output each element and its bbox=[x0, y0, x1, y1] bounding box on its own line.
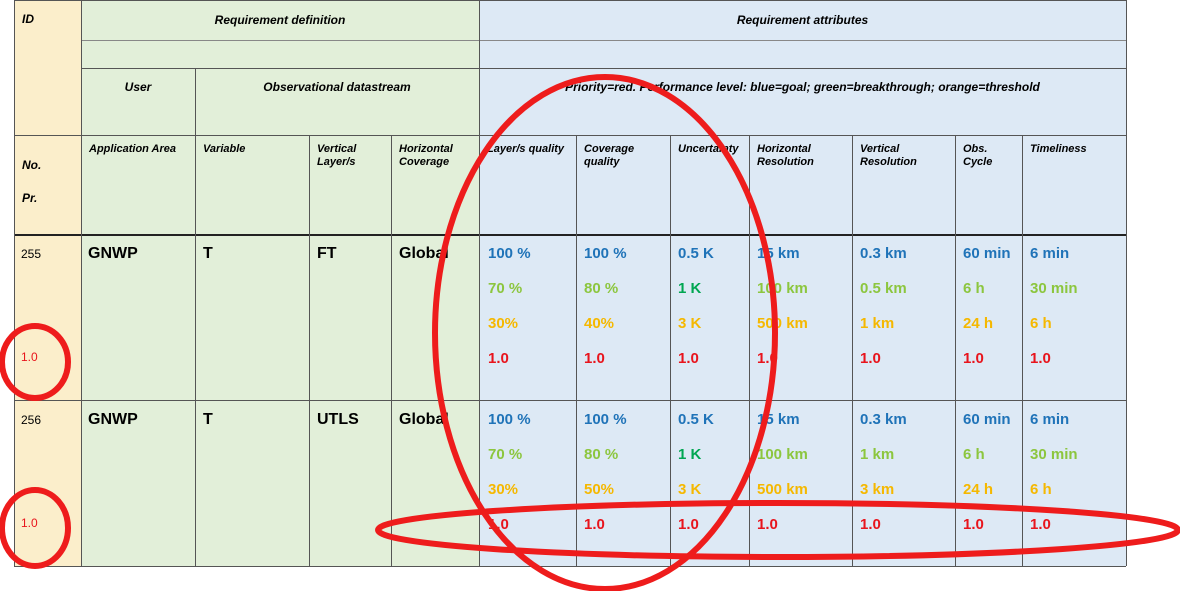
horizontal-coverage: Global bbox=[399, 245, 449, 262]
definition-header: Requirement definition bbox=[81, 0, 479, 40]
horizontal-coverage: Global bbox=[399, 411, 449, 428]
timeliness-threshold-value: 6 h bbox=[1030, 315, 1052, 332]
application-area: GNWP bbox=[88, 411, 138, 428]
horizontal-resolution-breakthrough-value: 100 km bbox=[757, 446, 808, 463]
attributes-spacer bbox=[479, 40, 1126, 68]
variable: T bbox=[203, 245, 213, 262]
col-timeliness: Timeliness bbox=[1022, 135, 1126, 235]
timeliness-priority-value: 1.0 bbox=[1030, 350, 1051, 367]
coverage-quality-breakthrough-value: 80 % bbox=[584, 280, 619, 297]
variable: T bbox=[203, 411, 213, 428]
row-priority: 1.0 bbox=[21, 516, 38, 530]
uncertainty-goal-value: 0.5 K bbox=[678, 411, 714, 428]
no-label: No. bbox=[22, 158, 42, 172]
uncertainty-priority-value: 1.0 bbox=[678, 516, 699, 533]
obs-cycle-priority-value: 1.0 bbox=[963, 350, 984, 367]
timeliness-goal-value: 6 min bbox=[1030, 411, 1070, 428]
obs-cycle-breakthrough-value: 6 h bbox=[963, 446, 985, 463]
uncertainty-breakthrough-value: 1 K bbox=[678, 280, 702, 297]
horizontal-resolution-breakthrough-value: 100 km bbox=[757, 280, 808, 297]
col-variable: Variable bbox=[195, 135, 309, 235]
vertical-resolution-threshold-value: 1 km bbox=[860, 315, 895, 332]
legend-text: Priority=red. Performance level: blue=go… bbox=[479, 68, 1126, 135]
id-header: ID bbox=[14, 0, 81, 135]
horizontal-resolution-priority-value: 1.0 bbox=[757, 516, 778, 533]
col-layer-quality: Layer/s quality bbox=[479, 135, 576, 235]
attributes-header: Requirement attributes bbox=[479, 0, 1126, 40]
user-header: User bbox=[81, 68, 195, 135]
timeliness-breakthrough-value: 30 min bbox=[1030, 446, 1078, 463]
col-obs-cycle: Obs. Cycle bbox=[955, 135, 1022, 235]
coverage-quality-threshold-value: 40% bbox=[584, 315, 615, 332]
layer-quality-goal-value: 100 % bbox=[488, 245, 531, 262]
horizontal-resolution-threshold-value: 500 km bbox=[757, 315, 808, 332]
obs-cycle-threshold-value: 24 h bbox=[963, 481, 994, 498]
obs-cycle-threshold-value: 24 h bbox=[963, 315, 994, 332]
layer-quality-priority-value: 1.0 bbox=[488, 516, 509, 533]
col-coverage-quality: Coverage quality bbox=[576, 135, 670, 235]
obs-cycle-breakthrough-value: 6 h bbox=[963, 280, 985, 297]
row-id: 256 bbox=[21, 413, 42, 427]
uncertainty-threshold-value: 3 K bbox=[678, 481, 702, 498]
no-pr-header: No. Pr. bbox=[14, 135, 81, 235]
layer-quality-priority-value: 1.0 bbox=[488, 350, 509, 367]
col-vertical-resolution: Vertical Resolution bbox=[852, 135, 955, 235]
col-uncertainty: Uncertainty bbox=[670, 135, 749, 235]
layer-quality-threshold-value: 30% bbox=[488, 315, 519, 332]
col-application-area: Application Area bbox=[81, 135, 195, 235]
coverage-quality-breakthrough-value: 80 % bbox=[584, 446, 619, 463]
coverage-quality-goal-value: 100 % bbox=[584, 411, 627, 428]
coverage-quality-priority-value: 1.0 bbox=[584, 516, 605, 533]
col-vertical-layer: Vertical Layer/s bbox=[309, 135, 391, 235]
timeliness-priority-value: 1.0 bbox=[1030, 516, 1051, 533]
coverage-quality-threshold-value: 50% bbox=[584, 481, 615, 498]
uncertainty-goal-value: 0.5 K bbox=[678, 245, 714, 262]
col-horizontal-resolution: Horizontal Resolution bbox=[749, 135, 852, 235]
timeliness-breakthrough-value: 30 min bbox=[1030, 280, 1078, 297]
layer-quality-breakthrough-value: 70 % bbox=[488, 446, 523, 463]
horizontal-resolution-goal-value: 15 km bbox=[757, 411, 800, 428]
pr-label: Pr. bbox=[22, 191, 38, 205]
vertical-resolution-goal-value: 0.3 km bbox=[860, 411, 907, 428]
coverage-quality-priority-value: 1.0 bbox=[584, 350, 605, 367]
vertical-resolution-goal-value: 0.3 km bbox=[860, 245, 907, 262]
obs-cycle-goal-value: 60 min bbox=[963, 245, 1011, 262]
vertical-resolution-priority-value: 1.0 bbox=[860, 516, 881, 533]
vertical-resolution-breakthrough-value: 1 km bbox=[860, 446, 895, 463]
uncertainty-threshold-value: 3 K bbox=[678, 315, 702, 332]
timeliness-goal-value: 6 min bbox=[1030, 245, 1070, 262]
horizontal-resolution-threshold-value: 500 km bbox=[757, 481, 808, 498]
vertical-layer: UTLS bbox=[317, 411, 359, 428]
vertical-resolution-threshold-value: 3 km bbox=[860, 481, 895, 498]
vertical-resolution-breakthrough-value: 0.5 km bbox=[860, 280, 907, 297]
timeliness-threshold-value: 6 h bbox=[1030, 481, 1052, 498]
datastream-header: Observational datastream bbox=[195, 68, 479, 135]
application-area: GNWP bbox=[88, 245, 138, 262]
uncertainty-priority-value: 1.0 bbox=[678, 350, 699, 367]
horizontal-resolution-goal-value: 15 km bbox=[757, 245, 800, 262]
vertical-resolution-priority-value: 1.0 bbox=[860, 350, 881, 367]
obs-cycle-goal-value: 60 min bbox=[963, 411, 1011, 428]
uncertainty-breakthrough-value: 1 K bbox=[678, 446, 702, 463]
row-id: 255 bbox=[21, 247, 42, 261]
layer-quality-threshold-value: 30% bbox=[488, 481, 519, 498]
coverage-quality-goal-value: 100 % bbox=[584, 245, 627, 262]
horizontal-resolution-priority-value: 1.0 bbox=[757, 350, 778, 367]
layer-quality-goal-value: 100 % bbox=[488, 411, 531, 428]
row-priority: 1.0 bbox=[21, 350, 38, 364]
definition-spacer bbox=[81, 40, 479, 68]
obs-cycle-priority-value: 1.0 bbox=[963, 516, 984, 533]
layer-quality-breakthrough-value: 70 % bbox=[488, 280, 523, 297]
vertical-layer: FT bbox=[317, 245, 337, 262]
col-horizontal-coverage: Horizontal Coverage bbox=[391, 135, 479, 235]
